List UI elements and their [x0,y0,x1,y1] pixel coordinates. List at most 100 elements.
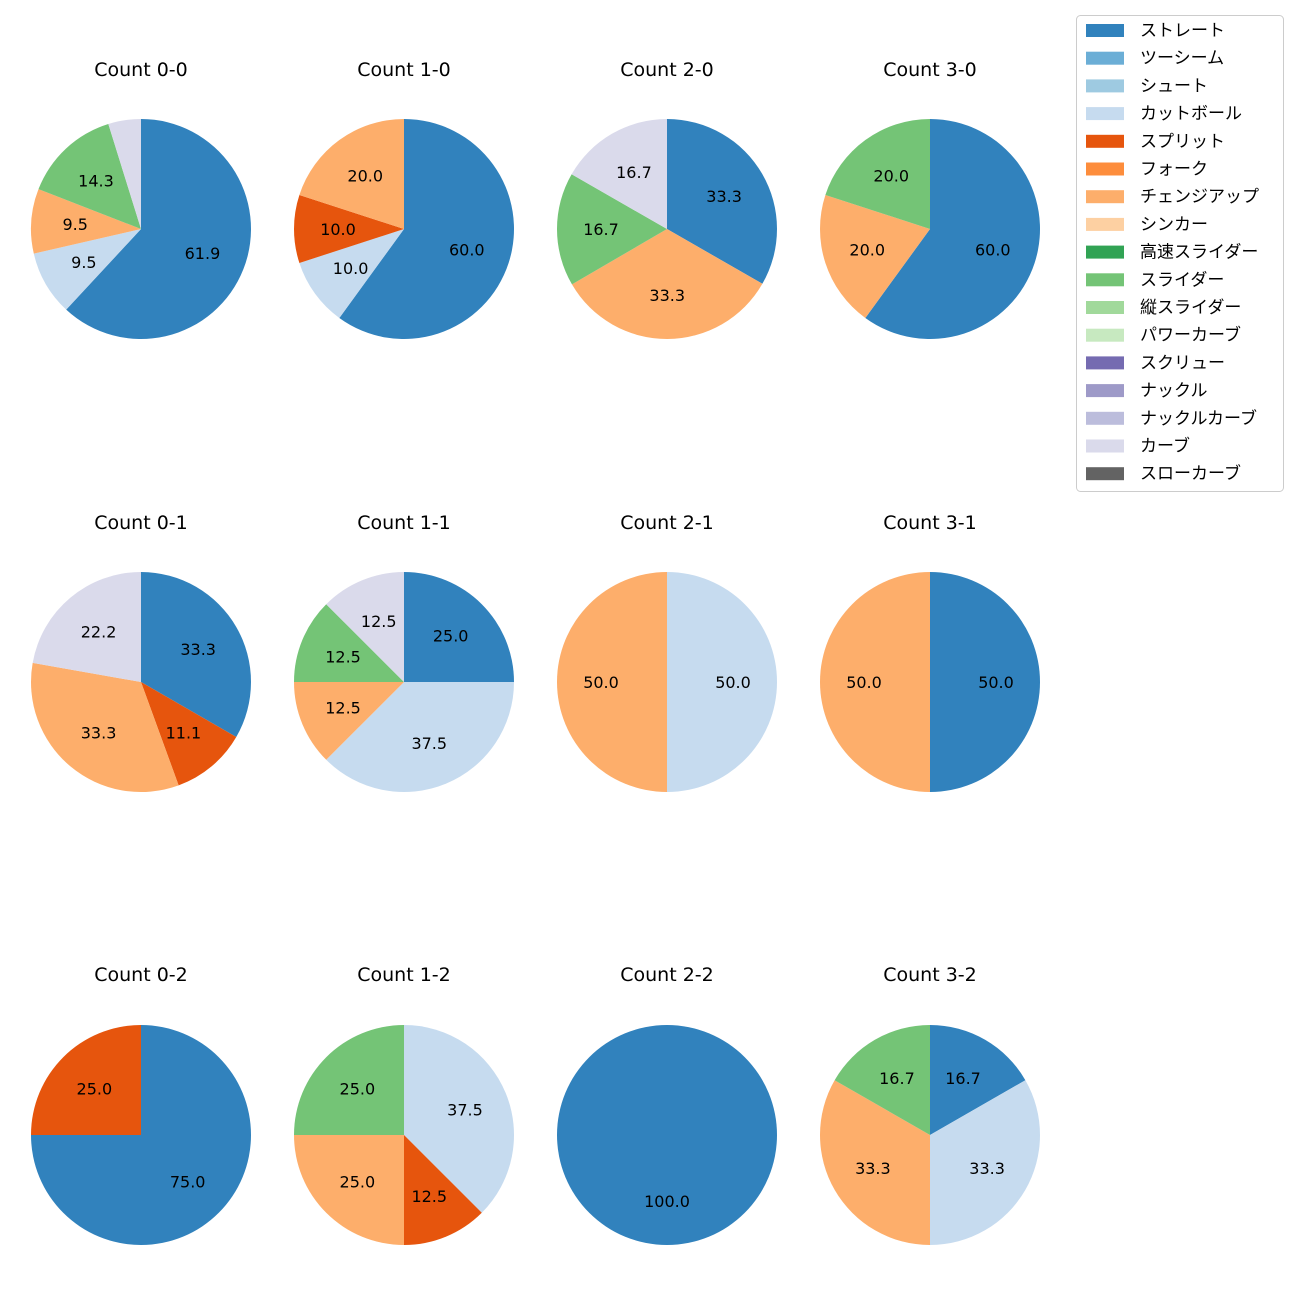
legend-swatch [1086,79,1124,93]
pie-value-label: 20.0 [873,167,909,186]
pie-title: Count 1-1 [357,512,451,534]
pie-value-label: 9.5 [71,253,96,272]
legend-label: シュート [1140,76,1208,96]
pie-value-label: 50.0 [715,673,751,692]
pie-value-label: 50.0 [978,673,1014,692]
pie-slice [326,682,514,792]
pie-slice [404,1025,514,1213]
pie-chart: Count 3-1 50.0 50.0 [820,512,1040,792]
legend-swatch [1086,134,1124,148]
pie-slice [404,1135,482,1245]
legend-label: シンカー [1140,215,1208,235]
pie-value-label: 25.0 [77,1079,113,1098]
pie-value-label: 60.0 [449,240,485,259]
pie-value-label: 33.3 [180,640,216,659]
pie-slice [294,1025,404,1135]
pie-chart: Count 0-2 75.0 25.0 [31,964,251,1245]
legend-swatch [1086,107,1124,121]
pie-value-label: 11.1 [166,724,202,743]
pie-slice [834,1025,930,1135]
pie-value-label: 37.5 [411,734,447,753]
pie-chart: Count 1-2 37.5 12.5 25.0 25.0 [294,964,514,1245]
pie-value-label: 12.5 [411,1187,447,1206]
pie-title: Count 2-0 [620,59,714,81]
pie-slice [33,229,141,310]
pie-slice [299,119,404,229]
pie-value-label: 33.3 [649,286,685,305]
legend-swatch [1086,301,1124,314]
pie-title: Count 3-2 [883,964,977,986]
pie-value-label: 12.5 [325,698,361,717]
legend-swatch [1086,411,1124,425]
pie-grid: Count 0-0 61.9 9.5 9.5 14.3 Count 1-0 60.0 10.0… [30,59,1040,1245]
pie-value-label: 25.0 [340,1079,376,1098]
pie-slice [557,572,667,792]
pie-value-label: 12.5 [325,648,361,667]
legend-label: ツーシーム [1140,49,1224,69]
pie-value-label: 9.5 [62,215,87,234]
pie-title: Count 2-2 [620,964,714,986]
pie-slice [66,119,251,339]
pie-value-label: 16.7 [616,163,652,182]
legend-label: スプリット [1140,132,1225,152]
pie-title: Count 1-2 [357,964,451,986]
legend-label: カットボール [1140,104,1242,124]
pie-value-label: 60.0 [975,240,1011,259]
pie-value-label: 33.3 [969,1159,1005,1178]
pie-value-label: 33.3 [855,1159,891,1178]
pie-slice [30,189,141,254]
pie-title: Count 2-1 [620,512,714,534]
legend-swatch [1086,245,1124,259]
legend-swatch [1086,467,1124,481]
legend-label: ストレート [1140,21,1225,41]
pie-slice [865,119,1040,339]
pie-slice [571,229,763,339]
legend-swatch [1086,190,1124,204]
pie-slice [108,119,141,229]
pie-value-label: 16.7 [879,1069,915,1088]
pie-slice [294,682,404,760]
legend-frame [1076,15,1284,492]
pie-value-label: 16.7 [583,220,619,239]
pie-slice [32,572,142,682]
legend-label: スローカーブ [1140,463,1241,484]
legend-swatch [1086,356,1124,370]
pie-value-label: 25.0 [340,1173,376,1192]
pie-slice [557,1025,777,1245]
pie-value-label: 14.3 [78,172,114,191]
pie-title: Count 0-1 [94,512,188,534]
pie-chart: Count 3-2 16.7 33.3 33.3 16.7 [820,964,1040,1245]
pie-value-label: 50.0 [583,673,619,692]
pie-chart: Count 2-0 33.3 33.3 16.7 16.7 [556,59,777,339]
pie-slice [326,572,404,682]
legend-swatch [1086,24,1124,37]
pie-slice [930,572,1040,792]
pie-title: Count 3-0 [883,59,977,81]
legend-label: ナックルカーブ [1140,408,1257,429]
pie-slice [30,662,179,793]
pie-slice [819,195,930,318]
pie-chart: Count 2-1 50.0 50.0 [557,512,777,792]
pie-slice [820,572,930,792]
pie-slice [299,229,404,318]
pie-value-label: 37.5 [447,1101,483,1120]
legend-swatch [1086,162,1124,176]
pie-value-label: 20.0 [849,240,885,259]
legend-label: 縦スライダー [1140,298,1241,318]
pie-value-label: 12.5 [361,612,397,631]
pie-slice [294,1135,404,1245]
legend-label: ナックル [1140,381,1208,401]
pie-slice [667,572,777,792]
pie-value-label: 16.7 [945,1069,981,1088]
pie-value-label: 10.0 [320,220,356,239]
legend-label: スクリュー [1140,353,1225,373]
legend: ストレートツーシームシュートカットボールスプリットフォークチェンジアップシンカー… [1076,15,1284,492]
legend-swatch [1086,51,1124,65]
legend-label: パワーカーブ [1140,325,1241,346]
pie-value-label: 100.0 [644,1192,690,1211]
pie-chart: Count 2-2 100.0 [557,964,777,1245]
pie-value-label: 10.0 [333,259,369,278]
pie-chart: Count 3-0 60.0 20.0 20.0 [819,59,1040,339]
legend-label: スライダー [1140,270,1224,290]
pie-chart: Count 1-125.037.512.512.512.5 [294,512,514,792]
